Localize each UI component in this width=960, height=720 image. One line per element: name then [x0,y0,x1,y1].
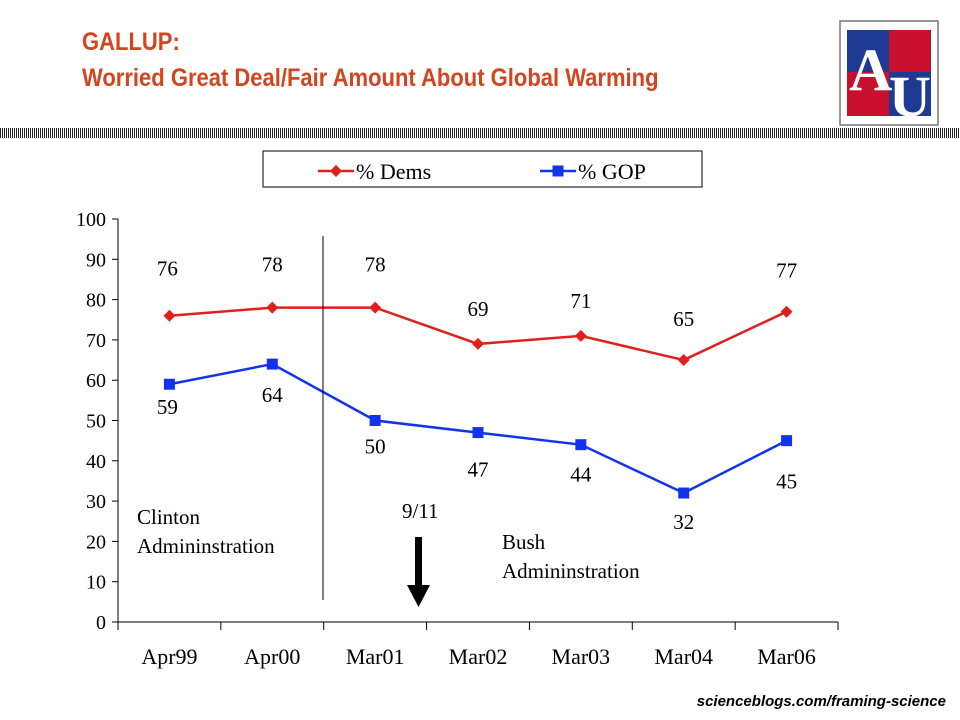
data-label: 64 [262,383,284,407]
data-point [575,439,587,451]
data-label: 45 [776,470,797,494]
bush-annotation-line: Bush [502,530,546,554]
source-credit: scienceblogs.com/framing-science [696,693,946,710]
logo-quadrant-blue-2 [889,72,931,116]
x-tick-label: Apr00 [244,644,300,669]
series-layer: 76 78 78 69 71 65 77 59 64 50 47 44 32 45 [157,253,797,534]
logo-letter-a: A [849,37,892,103]
data-label: 50 [365,435,386,459]
x-tick-label: Apr99 [141,644,197,669]
data-point [163,378,175,390]
y-tick-label: 40 [86,451,106,473]
data-label: 78 [365,253,386,277]
data-point [163,309,176,322]
data-label: 77 [776,259,797,283]
data-label: 76 [157,257,178,281]
logo-letter-u: U [889,64,931,126]
bush-annotation: Bush Admininstration [502,530,640,583]
data-point [678,487,690,499]
nine-eleven-arrow-head [407,585,430,607]
legend-label: % GOP [578,159,646,184]
data-point [266,301,279,314]
x-tick-label: Mar01 [346,644,405,669]
annotations: Clinton Admininstration Bush Admininstratio… [137,236,640,607]
x-tick-label: Mar04 [654,644,713,669]
data-point [677,354,690,367]
y-tick-label: 10 [86,572,106,594]
data-label: 32 [673,510,694,534]
logo-quadrant-red-2 [847,72,889,116]
clinton-annotation-line: Clinton [137,505,201,529]
title-line-2: Worried Great Deal/Fair Amount About Glo… [82,64,659,92]
logo-quadrant-blue-1 [847,30,889,72]
y-tick-label: 20 [86,531,106,553]
x-tick-label: Mar03 [552,644,611,669]
logo-quadrant-red-1 [889,30,931,72]
university-logo: A U [839,20,939,126]
nine-eleven-arrow-shaft [415,537,422,587]
y-tick-label: 0 [96,612,106,634]
y-tick-label: 70 [86,330,106,352]
legend-marker [330,165,342,177]
data-point [472,337,484,350]
data-point [780,305,793,318]
data-label: 44 [570,463,592,487]
y-tick-label: 100 [76,209,106,231]
nine-eleven-annotation: 9/11 [402,499,439,523]
chart-title: GALLUP: Worried Great Deal/Fair Amount A… [82,24,659,96]
legend-label: % Dems [356,159,431,184]
header-rule [0,128,960,138]
data-label: 69 [468,297,489,321]
data-point [369,415,381,426]
axes: 0 10 20 30 40 50 60 70 80 90 100 Apr99 Apr00 Mar01 Mar… [76,209,839,669]
y-tick-label: 80 [86,290,106,312]
clinton-annotation: Clinton Admininstration [137,505,275,558]
x-tick-label: Mar02 [449,644,508,669]
data-point [472,427,484,439]
legend-marker [552,165,564,177]
data-label: 65 [673,307,694,331]
legend: % Dems % GOP [262,150,703,188]
y-tick-label: 30 [86,491,106,513]
data-label: 59 [157,395,178,419]
bush-annotation-line: Admininstration [502,559,640,583]
data-point [574,329,587,342]
data-label: 78 [262,253,283,277]
x-tick-label: Mar06 [757,644,816,669]
y-tick-label: 50 [86,411,106,433]
data-point [369,301,382,314]
clinton-annotation-line: Admininstration [137,534,275,558]
data-point [781,435,793,447]
title-line-1: GALLUP: [82,28,180,56]
data-point [266,358,278,370]
y-tick-label: 90 [86,249,106,271]
data-label: 47 [468,458,489,482]
data-label: 71 [570,289,591,313]
y-tick-label: 60 [86,370,106,392]
